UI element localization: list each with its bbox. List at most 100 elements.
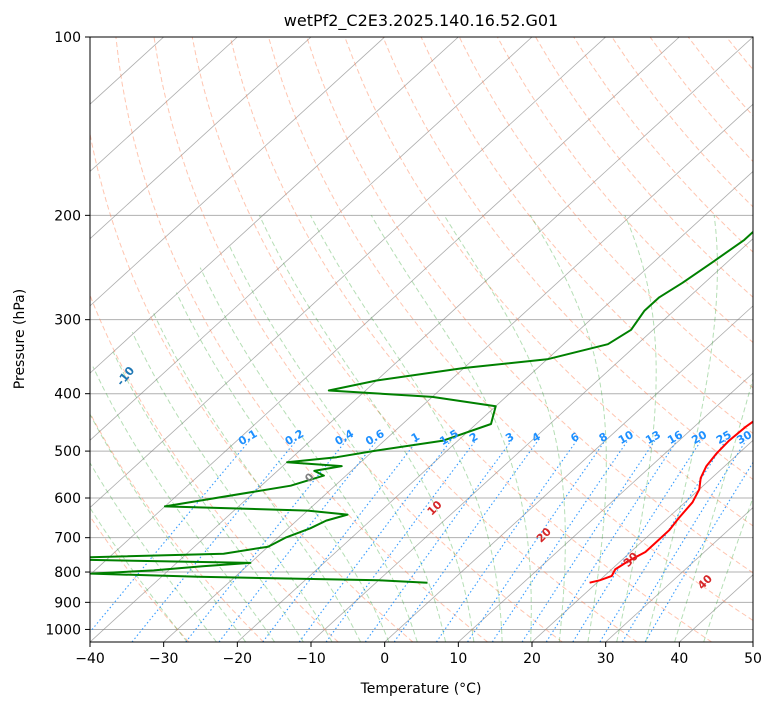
mixing-ratio-label: 2 xyxy=(467,430,480,445)
mixing-ratio-line xyxy=(185,440,347,642)
mixing-ratio-label: 36 xyxy=(755,428,775,447)
moist-adiabat-line xyxy=(674,377,753,642)
dry-adiabat-line xyxy=(382,37,753,481)
dry-adiabat-line xyxy=(496,37,753,344)
dewpoint-profile-line xyxy=(90,230,753,584)
dry-adiabat-line xyxy=(649,37,753,163)
isotherm-line xyxy=(752,641,753,642)
x-tick-label: 10 xyxy=(449,651,467,667)
mixing-ratio-line xyxy=(364,440,512,642)
y-tick-label: 900 xyxy=(54,595,81,611)
mixing-ratio-line xyxy=(621,440,747,642)
x-axis-ticks: −40 −30 −20 −10 0 10 20 30 40 50 xyxy=(75,642,762,667)
isotherm-line xyxy=(90,37,385,307)
moist-adiabat-line xyxy=(175,292,390,642)
plot-area: -100-90-80-70-60-50-40-30-20-100.10.20.4… xyxy=(42,37,775,642)
dry-adiabat-line xyxy=(765,37,775,642)
dry-adiabat-line xyxy=(90,515,190,642)
y-tick-label: 400 xyxy=(54,387,81,403)
moist-adiabat-line xyxy=(370,215,532,642)
isotherm-line xyxy=(237,170,753,642)
mixing-ratio-label: 0.2 xyxy=(283,427,306,448)
mixing-ratio-line xyxy=(599,440,727,642)
isotherm-line xyxy=(384,305,753,642)
mixing-ratio-label: 1 xyxy=(409,430,422,445)
mixing-ratio-line xyxy=(131,440,297,642)
isotherm-line xyxy=(90,37,312,240)
moist-adiabat-line xyxy=(443,215,566,642)
y-tick-label: 600 xyxy=(54,491,81,507)
mixing-ratio-line xyxy=(393,440,539,642)
dry-adiabat-line xyxy=(229,37,712,642)
x-tick-label: −10 xyxy=(296,651,326,667)
y-tick-label: 1000 xyxy=(45,622,81,638)
y-tick-label: 800 xyxy=(54,565,81,581)
y-tick-label: 200 xyxy=(54,208,81,224)
moist-adiabat-line xyxy=(152,310,362,642)
mixing-ratio-label: 0.6 xyxy=(363,427,387,448)
dry-adiabat-line xyxy=(611,37,753,208)
isotherm-line xyxy=(90,37,238,172)
mixing-ratio-label: 16 xyxy=(665,428,685,447)
mixing-ratio-label: 13 xyxy=(643,428,663,447)
dry-adiabat-line xyxy=(306,37,753,574)
mixing-ratio-line xyxy=(218,440,378,642)
isotherm-line xyxy=(90,37,459,374)
y-axis-label: Pressure (hPa) xyxy=(12,289,28,389)
x-tick-label: 50 xyxy=(744,651,762,667)
moist-adiabat-line xyxy=(228,245,447,642)
dry-adiabat-line xyxy=(90,131,414,642)
moist-adiabat-line xyxy=(529,215,607,642)
moist-adiabat-line xyxy=(703,496,753,642)
moist-adiabat-line xyxy=(259,215,475,642)
y-tick-label: 700 xyxy=(54,531,81,547)
moist-adiabat-line xyxy=(131,331,333,642)
mixing-ratio-label: 0.1 xyxy=(236,427,259,448)
temperature-profile-line xyxy=(589,420,753,584)
moist-adiabat-label: 40 xyxy=(695,572,715,592)
y-tick-label: 500 xyxy=(54,444,81,460)
isotherm-line xyxy=(90,37,753,642)
isotherm-lines xyxy=(90,37,753,642)
moist-adiabat-line xyxy=(199,267,418,642)
x-tick-label: −40 xyxy=(75,651,105,667)
isotherm-line xyxy=(90,37,680,576)
moist-adiabat-line xyxy=(645,215,718,642)
plot-frame xyxy=(89,36,754,643)
dry-adiabat-line xyxy=(115,37,488,642)
mixing-ratio-label: 25 xyxy=(714,428,734,447)
moist-adiabat-line xyxy=(310,215,503,642)
moist-adiabat-line xyxy=(112,351,304,642)
moist-adiabat-line xyxy=(90,413,247,642)
dry-adiabat-line xyxy=(344,37,753,527)
moist-adiabat-lines xyxy=(90,215,753,642)
dry-adiabat-label: -10 xyxy=(113,364,137,389)
chart-title: wetPf2_C2E3.2025.140.16.52.G01 xyxy=(284,11,558,31)
isotherm-line xyxy=(310,238,753,642)
sounding-series xyxy=(90,230,753,584)
y-axis-ticks: 100 200 300 400 500 600 700 800 900 1000 xyxy=(45,30,90,638)
x-tick-label: −30 xyxy=(149,651,179,667)
dry-adiabat-label: -20 xyxy=(42,328,66,353)
mixing-ratio-line xyxy=(545,440,678,642)
mixing-ratio-line xyxy=(435,440,578,642)
moist-adiabat-line xyxy=(90,506,188,642)
dry-adiabat-line xyxy=(420,37,753,435)
dry-adiabat-line xyxy=(191,37,638,642)
mixing-ratio-label: 10 xyxy=(616,428,636,447)
isotherm-line xyxy=(605,507,753,642)
mixing-ratio-line xyxy=(572,440,702,642)
isotherm-line xyxy=(163,103,753,642)
mixing-ratio-line xyxy=(521,440,656,642)
dry-adiabat-line xyxy=(573,37,753,253)
isotherm-line xyxy=(90,37,533,441)
mixing-ratio-line xyxy=(90,440,251,633)
dry-adiabat-line xyxy=(153,37,563,642)
dry-adiabat-line xyxy=(726,37,753,71)
mixing-ratio-line xyxy=(467,440,606,642)
mixing-ratio-lines xyxy=(90,440,753,642)
x-tick-label: 20 xyxy=(523,651,541,667)
mixing-ratio-label: 30 xyxy=(734,428,754,447)
mixing-ratio-label: 8 xyxy=(597,430,610,445)
